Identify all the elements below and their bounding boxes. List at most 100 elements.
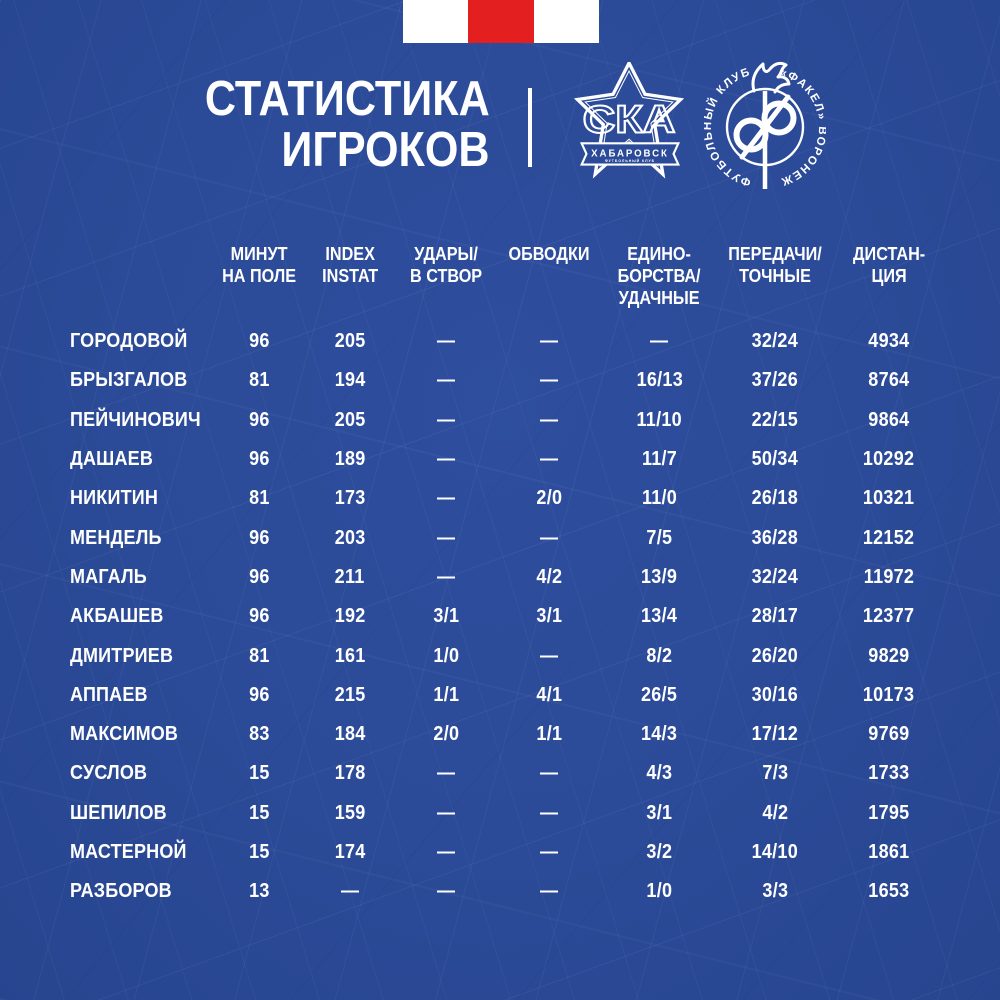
cell-shots: — bbox=[437, 565, 456, 588]
cell-passes: 28/17 bbox=[751, 605, 799, 628]
cell-duels: 14/3 bbox=[641, 723, 678, 746]
cell-dribbles: — bbox=[539, 448, 559, 471]
cell-duels: 3/2 bbox=[646, 841, 673, 863]
cell-passes: 17/12 bbox=[751, 723, 799, 746]
cell-dribbles: — bbox=[539, 408, 559, 431]
club-flag bbox=[403, 0, 599, 43]
cell-distance: 4934 bbox=[868, 330, 910, 353]
player-name: ДАШАЕВ bbox=[70, 448, 153, 471]
cell-distance: 9829 bbox=[868, 644, 910, 667]
flag-white-band bbox=[533, 0, 599, 43]
cell-shots: — bbox=[437, 487, 456, 510]
cell-dribbles: — bbox=[539, 644, 559, 667]
cell-shots: — bbox=[437, 448, 456, 471]
ska-abbr-label: СКА bbox=[583, 99, 676, 142]
ska-star-icon: СКА ХАБАРОВСК ФУТБОЛЬНЫЙ КЛУБ bbox=[573, 62, 685, 179]
cell-minutes: 96 bbox=[248, 683, 270, 706]
cell-index-instat: 192 bbox=[334, 605, 366, 628]
cell-duels: 13/9 bbox=[641, 565, 678, 588]
cell-index-instat: 173 bbox=[334, 487, 366, 510]
header-distance: ДИСТАН- ЦИЯ bbox=[852, 244, 926, 286]
cell-distance: 1795 bbox=[868, 801, 910, 824]
cell-minutes: 96 bbox=[248, 448, 270, 471]
table-row: АППАЕВ 96 215 1/1 4/1 26/5 30/16 10173 bbox=[70, 676, 945, 715]
cell-minutes: 15 bbox=[248, 801, 270, 824]
fakel-emblem-icon: ФУТБОЛЬНЫЙ КЛУБ «ФАКЕЛ» ВОРОНЕЖ bbox=[704, 61, 826, 189]
cell-index-instat: 174 bbox=[334, 841, 366, 863]
cell-distance: 1861 bbox=[868, 841, 910, 863]
cell-minutes: 96 bbox=[248, 330, 270, 353]
cell-shots: — bbox=[437, 408, 456, 431]
cell-distance: 10321 bbox=[863, 487, 915, 510]
cell-dribbles: 4/1 bbox=[536, 683, 562, 706]
cell-passes: 37/26 bbox=[751, 369, 799, 392]
cell-minutes: 83 bbox=[248, 723, 270, 746]
cell-passes: 7/3 bbox=[762, 762, 788, 785]
table-row: РАЗБОРОВ 13 — — — 1/0 3/3 1653 bbox=[70, 872, 945, 911]
page-title: СТАТИСТИКА ИГРОКОВ bbox=[166, 74, 490, 176]
cell-index-instat: 203 bbox=[334, 526, 366, 549]
cell-shots: — bbox=[437, 841, 456, 863]
cell-duels: 4/3 bbox=[646, 762, 673, 785]
cell-minutes: 81 bbox=[248, 644, 270, 667]
cell-minutes: 96 bbox=[248, 408, 270, 431]
cell-duels: 1/0 bbox=[646, 880, 673, 903]
fakel-voronezh-logo: ФУТБОЛЬНЫЙ КЛУБ «ФАКЕЛ» ВОРОНЕЖ bbox=[704, 60, 826, 192]
cell-dribbles: 3/1 bbox=[536, 605, 562, 628]
cell-distance: 9864 bbox=[868, 408, 910, 431]
cell-shots: 3/1 bbox=[433, 605, 460, 628]
cell-distance: 1733 bbox=[868, 762, 910, 785]
player-name: МАКСИМОВ bbox=[70, 723, 179, 746]
header-minutes: МИНУТ НА ПОЛЕ bbox=[222, 244, 296, 286]
cell-distance: 12377 bbox=[863, 605, 915, 628]
player-name: БРЫЗГАЛОВ bbox=[70, 369, 188, 392]
cell-minutes: 96 bbox=[248, 605, 270, 628]
cell-minutes: 15 bbox=[248, 841, 270, 863]
cell-passes: 32/24 bbox=[751, 330, 799, 353]
cell-index-instat: 178 bbox=[334, 762, 366, 785]
cell-passes: 26/20 bbox=[751, 644, 799, 667]
cell-shots: — bbox=[437, 762, 456, 785]
cell-duels: 8/2 bbox=[646, 644, 673, 667]
table-row: МАСТЕРНОЙ 15 174 — — 3/2 14/10 1861 bbox=[70, 833, 945, 872]
table-body: ГОРОДОВОЙ 96 205 — — — 32/24 4934 БРЫЗГА… bbox=[70, 322, 945, 911]
table-row: ГОРОДОВОЙ 96 205 — — — 32/24 4934 bbox=[70, 322, 945, 361]
cell-minutes: 81 bbox=[248, 369, 270, 392]
player-name: НИКИТИН bbox=[70, 487, 159, 510]
table-row: МАКСИМОВ 83 184 2/0 1/1 14/3 17/12 9769 bbox=[70, 715, 945, 754]
cell-index-instat: 205 bbox=[334, 330, 366, 353]
cell-passes: 22/15 bbox=[751, 408, 799, 431]
player-name: МАСТЕРНОЙ bbox=[70, 841, 187, 863]
player-name: ПЕЙЧИНОВИЧ bbox=[70, 408, 201, 431]
cell-passes: 32/24 bbox=[751, 565, 799, 588]
cell-shots: 1/1 bbox=[433, 683, 460, 706]
title-divider bbox=[528, 88, 532, 167]
cell-minutes: 15 bbox=[248, 762, 270, 785]
table-row: БРЫЗГАЛОВ 81 194 — — 16/13 37/26 8764 bbox=[70, 361, 945, 400]
cell-minutes: 96 bbox=[248, 526, 270, 549]
cell-dribbles: — bbox=[539, 880, 559, 903]
cell-distance: 11972 bbox=[863, 565, 915, 588]
cell-passes: 4/2 bbox=[762, 801, 788, 824]
cell-shots: 2/0 bbox=[433, 723, 460, 746]
cell-distance: 8764 bbox=[868, 369, 910, 392]
table-row: ШЕПИЛОВ 15 159 — — 3/1 4/2 1795 bbox=[70, 794, 945, 833]
cell-minutes: 81 bbox=[248, 487, 270, 510]
cell-dribbles: — bbox=[539, 526, 559, 549]
cell-passes: 50/34 bbox=[751, 448, 799, 471]
cell-minutes: 13 bbox=[248, 880, 270, 903]
player-stats-table: МИНУТ НА ПОЛЕ INDEX INSTAT УДАРЫ/ В СТВО… bbox=[70, 243, 945, 911]
page-title-line2: ИГРОКОВ bbox=[281, 123, 490, 177]
cell-dribbles: — bbox=[539, 330, 559, 353]
cell-index-instat: — bbox=[340, 880, 360, 903]
cell-passes: 36/28 bbox=[751, 526, 799, 549]
cell-passes: 3/3 bbox=[762, 880, 788, 903]
cell-dribbles: — bbox=[539, 801, 559, 824]
cell-distance: 10292 bbox=[863, 448, 915, 471]
cell-distance: 9769 bbox=[868, 723, 910, 746]
cell-index-instat: 205 bbox=[334, 408, 366, 431]
cell-shots: — bbox=[437, 369, 456, 392]
table-row: ПЕЙЧИНОВИЧ 96 205 — — 11/10 22/15 9864 bbox=[70, 401, 945, 440]
svg-text:ФУТБОЛЬНЫЙ КЛУБ: ФУТБОЛЬНЫЙ КЛУБ bbox=[704, 66, 753, 188]
header-duels: ЕДИНО- БОРСТВА/ УДАЧНЫЕ bbox=[618, 244, 701, 308]
